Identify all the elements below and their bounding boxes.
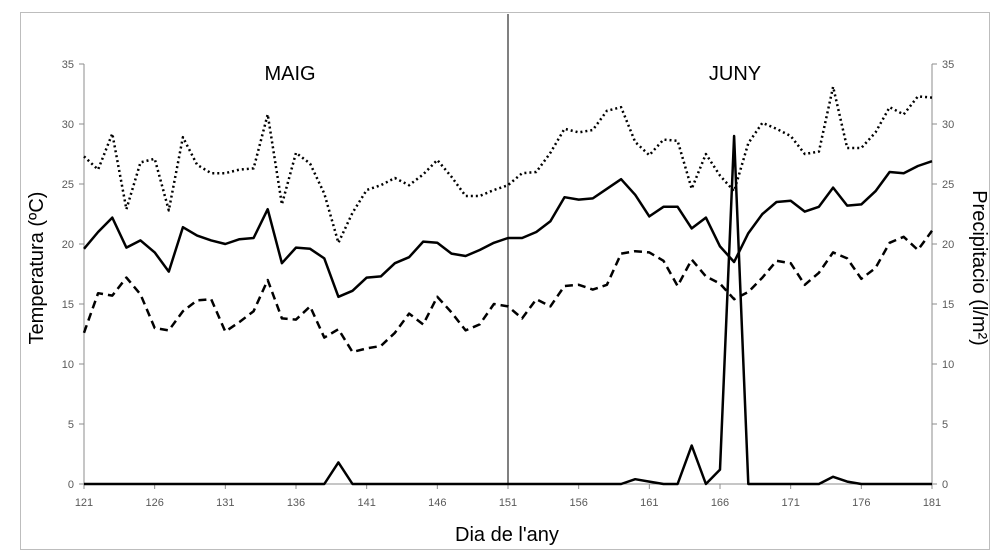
precipitation-line bbox=[84, 134, 932, 486]
x-axis-title: Dia de l'any bbox=[455, 524, 559, 546]
x-tick-label: 181 bbox=[923, 497, 941, 509]
y-tick-label-left: 35 bbox=[62, 59, 74, 71]
y-tick-label-left: 0 bbox=[68, 479, 74, 491]
month-label-juny: JUNY bbox=[709, 63, 761, 85]
y-axis-title-right: Precipitacio (l/m²) bbox=[968, 190, 990, 346]
y-tick-label-left: 20 bbox=[62, 239, 74, 251]
y-tick-label-left: 15 bbox=[62, 299, 74, 311]
y-tick-label-left: 5 bbox=[68, 419, 74, 431]
y-tick-label-left: 30 bbox=[62, 119, 74, 131]
tmean-solid-line bbox=[83, 160, 933, 299]
tick-labels: 121 126 131 136 141 146 151 156 161 166 171 176 1810… bbox=[62, 59, 955, 509]
x-tick-label: 136 bbox=[287, 497, 305, 509]
x-tick-label: 161 bbox=[640, 497, 658, 509]
y-tick-label-right: 25 bbox=[942, 179, 954, 191]
y-tick-label-right: 5 bbox=[942, 419, 948, 431]
y-tick-label-right: 35 bbox=[942, 59, 954, 71]
y-tick-label-right: 0 bbox=[942, 479, 948, 491]
y-tick-label-right: 15 bbox=[942, 299, 954, 311]
y-axis-title-left: Temperatura (ºC) bbox=[26, 192, 48, 345]
y-tick-label-right: 30 bbox=[942, 119, 954, 131]
x-tick-label: 171 bbox=[781, 497, 799, 509]
x-tick-label: 151 bbox=[499, 497, 517, 509]
y-tick-label-right: 10 bbox=[942, 359, 954, 371]
tmin-dashed-line bbox=[82, 230, 934, 354]
series-layer bbox=[82, 85, 934, 486]
x-tick-label: 126 bbox=[145, 497, 163, 509]
x-tick-label: 141 bbox=[357, 497, 375, 509]
x-tick-label: 166 bbox=[711, 497, 729, 509]
x-tick-label: 146 bbox=[428, 497, 446, 509]
y-tick-label-left: 10 bbox=[62, 359, 74, 371]
axes bbox=[79, 14, 937, 489]
y-tick-label-left: 25 bbox=[62, 179, 74, 191]
x-tick-label: 131 bbox=[216, 497, 234, 509]
x-tick-label: 176 bbox=[852, 497, 870, 509]
y-tick-label-right: 20 bbox=[942, 239, 954, 251]
x-tick-label: 121 bbox=[75, 497, 93, 509]
month-label-maig: MAIG bbox=[264, 63, 315, 85]
chart-frame bbox=[20, 12, 990, 550]
x-tick-label: 156 bbox=[569, 497, 587, 509]
